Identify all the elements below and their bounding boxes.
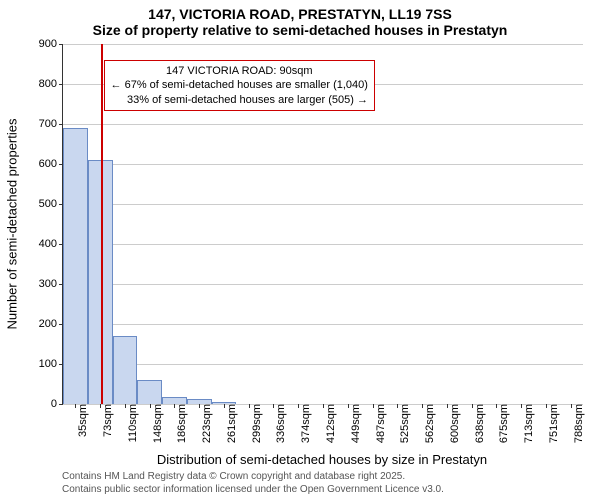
ytick-label: 900: [39, 38, 63, 50]
y-axis-label: Number of semi-detached properties: [5, 119, 20, 330]
xtick-label: 713sqm: [521, 404, 535, 443]
chart-container: 147, VICTORIA ROAD, PRESTATYN, LL19 7SS …: [0, 0, 600, 500]
xtick-label: 449sqm: [348, 404, 362, 443]
annotation-box: 147 VICTORIA ROAD: 90sqm← 67% of semi-de…: [104, 60, 375, 111]
gridline: [63, 124, 583, 125]
xtick-label: 600sqm: [447, 404, 461, 443]
footer-line1: Contains HM Land Registry data © Crown c…: [62, 470, 444, 483]
xtick-label: 261sqm: [224, 404, 238, 443]
xtick-label: 675sqm: [496, 404, 510, 443]
histogram-bar: [137, 380, 162, 404]
chart-title-line2: Size of property relative to semi-detach…: [0, 22, 600, 38]
ytick-label: 500: [39, 198, 63, 210]
xtick-label: 751sqm: [546, 404, 560, 443]
gridline: [63, 244, 583, 245]
xtick-label: 148sqm: [150, 404, 164, 443]
xtick-label: 223sqm: [199, 404, 213, 443]
xtick-label: 336sqm: [273, 404, 287, 443]
xtick-label: 412sqm: [323, 404, 337, 443]
ytick-label: 600: [39, 158, 63, 170]
histogram-bar: [162, 397, 187, 404]
histogram-bar: [63, 128, 88, 404]
annotation-line1: 147 VICTORIA ROAD: 90sqm: [111, 64, 368, 78]
xtick-label: 73sqm: [100, 404, 114, 437]
gridline: [63, 284, 583, 285]
ytick-label: 800: [39, 78, 63, 90]
chart-title-line1: 147, VICTORIA ROAD, PRESTATYN, LL19 7SS: [0, 6, 600, 22]
ytick-label: 400: [39, 238, 63, 250]
annotation-line3: 33% of semi-detached houses are larger (…: [111, 93, 368, 107]
gridline: [63, 324, 583, 325]
xtick-label: 562sqm: [422, 404, 436, 443]
plot-area: 010020030040050060070080090035sqm73sqm11…: [62, 44, 583, 405]
xtick-label: 525sqm: [397, 404, 411, 443]
gridline: [63, 364, 583, 365]
xtick-label: 35sqm: [75, 404, 89, 437]
xtick-label: 487sqm: [373, 404, 387, 443]
annotation-line2: ← 67% of semi-detached houses are smalle…: [111, 78, 368, 92]
ytick-label: 300: [39, 278, 63, 290]
xtick-label: 374sqm: [298, 404, 312, 443]
x-axis-label: Distribution of semi-detached houses by …: [62, 452, 582, 467]
gridline: [63, 164, 583, 165]
footer-line2: Contains public sector information licen…: [62, 483, 444, 496]
xtick-label: 638sqm: [472, 404, 486, 443]
xtick-label: 299sqm: [249, 404, 263, 443]
ytick-label: 100: [39, 358, 63, 370]
ytick-label: 700: [39, 118, 63, 130]
ytick-label: 200: [39, 318, 63, 330]
ytick-label: 0: [51, 398, 63, 410]
xtick-label: 110sqm: [125, 404, 139, 442]
gridline: [63, 44, 583, 45]
xtick-label: 788sqm: [571, 404, 585, 443]
gridline: [63, 204, 583, 205]
footer-attribution: Contains HM Land Registry data © Crown c…: [62, 470, 444, 496]
xtick-label: 186sqm: [174, 404, 188, 443]
histogram-bar: [113, 336, 138, 404]
